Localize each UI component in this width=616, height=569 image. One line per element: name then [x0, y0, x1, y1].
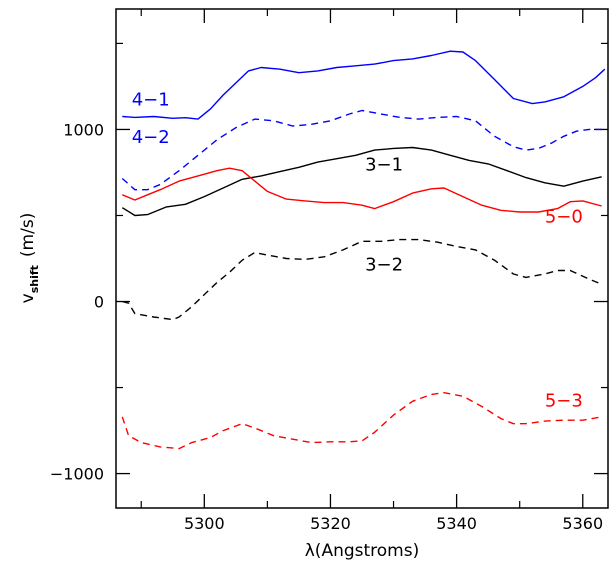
y-tick-label: 1000	[63, 120, 104, 139]
series-line-4-2	[121, 109, 602, 191]
series-line-5-3	[121, 392, 602, 450]
series-lines	[121, 50, 606, 450]
y-axis-label: vshift (m/s)	[18, 213, 41, 304]
plot-frame	[115, 8, 609, 509]
series-labels: 4−1 4−2 3−1 5−0 3−2 5−3	[132, 89, 583, 411]
x-tick-label: 5340	[436, 514, 477, 533]
series-label-5-3: 5−3	[545, 390, 583, 411]
x-tick-label: 5300	[184, 514, 225, 533]
series-label-5-0: 5−0	[545, 206, 583, 227]
axis-ticks	[116, 9, 608, 508]
series-label-4-2: 4−2	[132, 127, 170, 148]
tick-labels: 5300 5320 5340 5360 −1000 0 1000	[50, 120, 603, 533]
series-line-3-1	[121, 146, 602, 217]
series-label-4-1: 4−1	[132, 89, 170, 110]
y-axis-label-main: v	[18, 293, 38, 303]
y-axis-label-sub: shift	[28, 265, 41, 293]
series-line-5-0	[122, 167, 602, 213]
y-tick-label: −1000	[50, 465, 104, 484]
svg-text:vshift(m/s): vshift (m/s)	[18, 213, 41, 304]
x-tick-label: 5320	[310, 514, 351, 533]
y-tick-label: 0	[94, 293, 104, 312]
x-axis-label: λ(Angstroms)	[305, 541, 419, 561]
series-label-3-2: 3−2	[365, 255, 403, 276]
series-line-3-2	[122, 238, 602, 321]
series-line-4-1	[122, 50, 606, 120]
y-axis-label-units: (m/s)	[18, 213, 38, 257]
x-tick-label: 5360	[562, 514, 603, 533]
series-label-3-1: 3−1	[365, 155, 403, 176]
